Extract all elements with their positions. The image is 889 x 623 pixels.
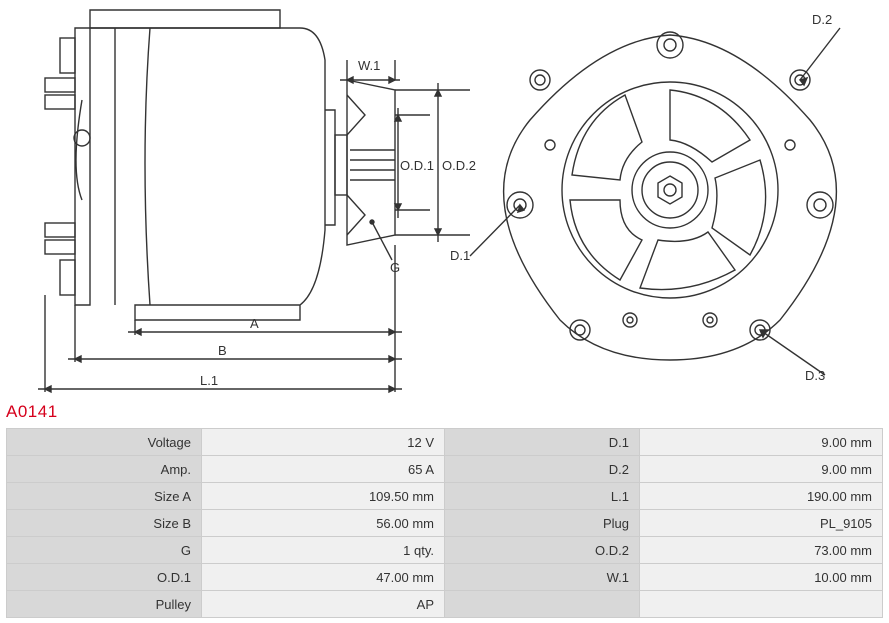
spec-key: Amp. — [7, 456, 202, 483]
spec-value — [640, 591, 883, 618]
part-number: A0141 — [6, 402, 58, 422]
spec-key: L.1 — [445, 483, 640, 510]
spec-value: 47.00 mm — [202, 564, 445, 591]
spec-table: Voltage12 VD.19.00 mmAmp.65 AD.29.00 mmS… — [6, 428, 883, 618]
spec-value: 190.00 mm — [640, 483, 883, 510]
spec-value: 73.00 mm — [640, 537, 883, 564]
label-b: B — [218, 343, 227, 358]
spec-key: O.D.1 — [7, 564, 202, 591]
table-row: Voltage12 VD.19.00 mm — [7, 429, 883, 456]
table-row: Amp.65 AD.29.00 mm — [7, 456, 883, 483]
label-w1: W.1 — [358, 58, 380, 73]
technical-drawing: W.1 O.D.1 O.D.2 G A B L.1 D.1 D.2 D.3 — [0, 0, 889, 400]
label-d3: D.3 — [805, 368, 825, 383]
spec-value: 9.00 mm — [640, 456, 883, 483]
label-d2: D.2 — [812, 12, 832, 27]
spec-value: PL_9105 — [640, 510, 883, 537]
spec-value: 12 V — [202, 429, 445, 456]
spec-value: 56.00 mm — [202, 510, 445, 537]
spec-value: 10.00 mm — [640, 564, 883, 591]
spec-key: Plug — [445, 510, 640, 537]
spec-key: Voltage — [7, 429, 202, 456]
diagram-svg — [0, 0, 889, 400]
spec-key: G — [7, 537, 202, 564]
label-g: G — [390, 260, 400, 275]
spec-key: Pulley — [7, 591, 202, 618]
spec-key — [445, 591, 640, 618]
spec-value: AP — [202, 591, 445, 618]
label-od2: O.D.2 — [442, 158, 476, 173]
spec-key: W.1 — [445, 564, 640, 591]
spec-key: D.1 — [445, 429, 640, 456]
spec-key: D.2 — [445, 456, 640, 483]
spec-value: 65 A — [202, 456, 445, 483]
spec-key: O.D.2 — [445, 537, 640, 564]
table-row: Size A109.50 mmL.1190.00 mm — [7, 483, 883, 510]
spec-value: 1 qty. — [202, 537, 445, 564]
label-l1: L.1 — [200, 373, 218, 388]
spec-value: 109.50 mm — [202, 483, 445, 510]
table-row: PulleyAP — [7, 591, 883, 618]
spec-key: Size A — [7, 483, 202, 510]
table-row: G1 qty.O.D.273.00 mm — [7, 537, 883, 564]
spec-key: Size B — [7, 510, 202, 537]
table-row: Size B56.00 mmPlugPL_9105 — [7, 510, 883, 537]
label-od1: O.D.1 — [400, 158, 434, 173]
label-a: A — [250, 316, 259, 331]
table-row: O.D.147.00 mmW.110.00 mm — [7, 564, 883, 591]
spec-value: 9.00 mm — [640, 429, 883, 456]
label-d1: D.1 — [450, 248, 470, 263]
